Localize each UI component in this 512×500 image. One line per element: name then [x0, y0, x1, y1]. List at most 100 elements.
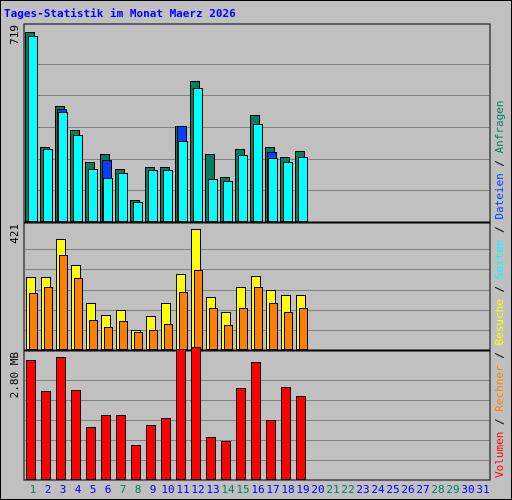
bar-seiten-day-1 [28, 36, 38, 222]
bar-rechner-day-1 [29, 293, 38, 350]
bar-rechner-day-17 [269, 303, 278, 350]
bar-rechner-day-6 [104, 327, 113, 350]
day-label-1: 1 [30, 483, 37, 496]
bar-volumen-day-7 [116, 415, 126, 480]
panel-mid-max-label: 421 [8, 224, 21, 244]
bar-seiten-day-9 [148, 170, 158, 222]
panel-top-max-label: 719 [8, 25, 21, 45]
bar-volumen-day-12 [191, 347, 201, 480]
day-label-31: 31 [476, 483, 489, 496]
bar-volumen-day-9 [146, 425, 156, 480]
day-label-12: 12 [191, 483, 204, 496]
bar-volumen-day-15 [236, 388, 246, 480]
day-label-30: 30 [461, 483, 474, 496]
bar-seiten-day-19 [298, 157, 308, 222]
bar-seiten-day-10 [163, 170, 173, 222]
legend-anfragen: Anfragen [493, 100, 506, 153]
day-label-26: 26 [401, 483, 414, 496]
bar-volumen-day-5 [86, 427, 96, 480]
day-label-4: 4 [75, 483, 82, 496]
bar-rechner-day-10 [164, 324, 173, 350]
bar-rechner-day-3 [59, 255, 68, 350]
day-label-28: 28 [431, 483, 444, 496]
legend-rechner: Rechner [493, 365, 506, 412]
day-label-3: 3 [60, 483, 67, 496]
bar-seiten-day-6 [103, 178, 113, 222]
legend-separator: / [493, 220, 506, 240]
legend-separator: / [493, 279, 506, 299]
bar-rechner-day-11 [179, 292, 188, 350]
bar-rechner-day-13 [209, 308, 218, 350]
bar-volumen-day-16 [251, 362, 261, 480]
legend-seiten: Seiten [493, 240, 506, 280]
panel-bot-max-label: 2.80 MB [8, 352, 21, 399]
day-label-21: 21 [326, 483, 339, 496]
bar-rechner-day-12 [194, 270, 203, 350]
day-label-9: 9 [150, 483, 157, 496]
legend-separator: / [493, 412, 506, 432]
day-label-6: 6 [105, 483, 112, 496]
bar-rechner-day-5 [89, 320, 98, 350]
bar-seiten-day-18 [283, 162, 293, 222]
day-label-11: 11 [176, 483, 189, 496]
day-label-14: 14 [221, 483, 235, 496]
bar-volumen-day-2 [41, 391, 51, 480]
bar-volumen-day-6 [101, 415, 111, 480]
day-label-25: 25 [386, 483, 399, 496]
day-label-23: 23 [356, 483, 369, 496]
bar-rechner-day-15 [239, 308, 248, 350]
bar-volumen-day-8 [131, 445, 141, 480]
bar-rechner-day-4 [74, 278, 83, 350]
bar-rechner-day-16 [254, 287, 263, 350]
bar-volumen-day-1 [26, 360, 36, 480]
day-label-27: 27 [416, 483, 429, 496]
bar-seiten-day-8 [133, 202, 143, 222]
bar-volumen-day-3 [56, 357, 66, 480]
bar-volumen-day-4 [71, 390, 81, 480]
chart-title: Tages-Statistik im Monat Maerz 2026 [4, 7, 236, 20]
day-label-22: 22 [341, 483, 354, 496]
day-label-16: 16 [251, 483, 264, 496]
legend-besuche: Besuche [493, 299, 506, 345]
bar-rechner-day-7 [119, 321, 128, 350]
bar-seiten-day-11 [178, 141, 188, 222]
day-label-13: 13 [206, 483, 219, 496]
bar-rechner-day-14 [224, 325, 233, 350]
day-label-20: 20 [311, 483, 324, 496]
bar-rechner-day-9 [149, 330, 158, 350]
day-label-8: 8 [135, 483, 142, 496]
bar-seiten-day-15 [238, 155, 248, 222]
bar-seiten-day-5 [88, 169, 98, 222]
legend: Volumen / Rechner / Besuche / Seiten / D… [493, 100, 506, 478]
bar-seiten-day-17 [268, 158, 278, 222]
bar-seiten-day-13 [208, 179, 218, 222]
bar-seiten-day-3 [58, 112, 68, 222]
bar-volumen-day-17 [266, 420, 276, 480]
bar-rechner-day-8 [134, 332, 143, 350]
bar-seiten-day-7 [118, 173, 128, 222]
day-label-18: 18 [281, 483, 294, 496]
day-label-24: 24 [371, 483, 385, 496]
bar-seiten-day-16 [253, 124, 263, 222]
bar-volumen-day-18 [281, 387, 291, 480]
day-label-7: 7 [120, 483, 127, 496]
bar-seiten-day-4 [73, 135, 83, 222]
day-label-2: 2 [45, 483, 52, 496]
day-label-5: 5 [90, 483, 97, 496]
bar-seiten-day-14 [223, 181, 233, 222]
legend-volumen: Volumen [493, 432, 506, 478]
bar-volumen-day-11 [176, 349, 186, 480]
bar-volumen-day-19 [296, 396, 306, 480]
bar-volumen-day-14 [221, 441, 231, 480]
day-label-19: 19 [296, 483, 309, 496]
day-label-10: 10 [161, 483, 174, 496]
bar-volumen-day-13 [206, 437, 216, 480]
bar-volumen-day-10 [161, 418, 171, 480]
day-label-17: 17 [266, 483, 279, 496]
day-label-15: 15 [236, 483, 249, 496]
legend-separator: / [493, 346, 506, 366]
day-label-29: 29 [446, 483, 459, 496]
legend-separator: / [493, 153, 506, 173]
